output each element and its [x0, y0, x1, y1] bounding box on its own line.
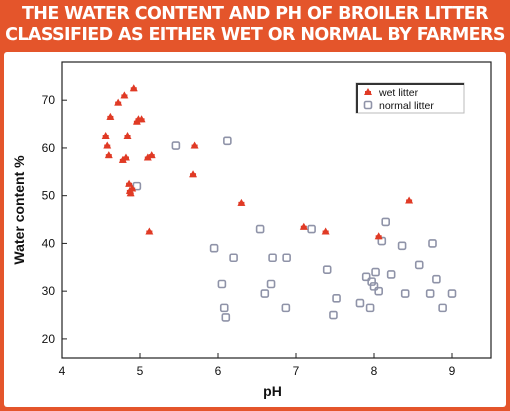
normal-litter-point [219, 303, 229, 313]
y-tick-label: 60 [42, 141, 56, 155]
normal-litter-point [371, 267, 380, 277]
wet-litter-point [405, 196, 414, 204]
wet-litter-point [321, 227, 330, 235]
wet-litter-point [237, 198, 246, 206]
normal-litter-point [432, 274, 441, 284]
normal-litter-point [447, 289, 457, 298]
normal-litter-point [223, 136, 232, 146]
normal-litter-point [255, 224, 265, 234]
normal-litter-point [132, 181, 142, 191]
wet-litter-point [121, 153, 130, 161]
normal-litter-point [329, 310, 338, 320]
normal-litter-point [397, 241, 407, 251]
wet-litter-point [104, 151, 113, 159]
x-tick-label: 4 [59, 364, 66, 378]
wet-litter-point [145, 227, 154, 235]
legend-wet-marker [364, 88, 372, 95]
normal-litter-point [268, 253, 277, 263]
scatter-plot: 4 5 6 7 8 9 20 30 40 50 60 70 pH Water content % wet l… [11, 61, 492, 399]
wet-litter-point [101, 132, 110, 139]
wet-litter-point [143, 153, 152, 161]
y-tick-label: 50 [42, 189, 56, 203]
normal-litter-point [266, 279, 276, 289]
wet-litter-point [129, 84, 138, 92]
legend-box [355, 82, 465, 114]
wet-litter-point [123, 132, 132, 139]
normal-litter-point [428, 239, 437, 248]
normal-litter-point [400, 289, 410, 298]
wet-litter-point [114, 98, 123, 106]
x-tick-label: 9 [449, 364, 456, 378]
y-tick-label: 30 [42, 284, 56, 298]
normal-litter-point [281, 303, 291, 313]
chart-title-line-2: CLASSIFIED AS EITHER WET OR NORMAL BY FA… [5, 25, 505, 45]
normal-litter-point [386, 270, 396, 279]
normal-litter-point [332, 294, 341, 303]
normal-litter-point [438, 303, 447, 313]
normal-litter-point [307, 224, 316, 234]
wet-litter-point [120, 91, 129, 99]
y-tick-label: 20 [42, 332, 56, 346]
wet-litter-point [103, 141, 112, 149]
x-tick-label: 6 [215, 364, 222, 378]
normal-litter-point [367, 277, 376, 286]
x-tick-label: 7 [293, 364, 300, 378]
x-tick-label: 8 [371, 364, 378, 378]
normal-litter-point [355, 298, 365, 308]
normal-litter-point [361, 272, 371, 282]
chart-panel: 4 5 6 7 8 9 20 30 40 50 60 70 pH Water content % wet l… [4, 52, 506, 407]
wet-litter-point [128, 184, 137, 192]
chart-title: THE WATER CONTENT AND PH OF BROILER LITT… [0, 4, 510, 46]
normal-litter-point [414, 260, 424, 270]
normal-litter-point [171, 141, 181, 150]
x-tick-label: 5 [137, 364, 144, 378]
normal-litter-point [365, 303, 375, 313]
normal-litter-point [229, 253, 238, 263]
wet-litter-point [374, 232, 383, 240]
y-tick-label: 40 [42, 236, 56, 250]
wet-litter-point [137, 115, 146, 123]
normal-litter-point [221, 313, 231, 322]
legend-normal-label: normal litter [379, 100, 434, 112]
normal-litter-point [425, 289, 435, 298]
y-tick-label: 70 [42, 93, 56, 107]
wet-litter-point [147, 151, 156, 159]
normal-litter-point [374, 286, 383, 296]
x-axis-label: pH [263, 383, 282, 399]
wet-litter-point [106, 112, 115, 120]
normal-litter-point [217, 279, 227, 289]
normal-litter-point [381, 217, 391, 227]
chart-title-line-1: THE WATER CONTENT AND PH OF BROILER LITT… [21, 4, 489, 24]
legend-wet-label: wet litter [378, 87, 419, 99]
wet-litter-point [189, 170, 198, 178]
normal-litter-point [209, 243, 219, 253]
wet-litter-point [126, 189, 135, 197]
plot-area [61, 61, 492, 359]
wet-litter-point [190, 141, 199, 149]
normal-litter-point [260, 289, 270, 298]
wet-litter-point [125, 179, 134, 187]
y-axis-label: Water content % [11, 155, 27, 265]
normal-litter-point [377, 236, 387, 246]
legend-normal-marker [363, 100, 373, 110]
normal-litter-point [369, 282, 379, 291]
normal-litter-point [282, 253, 291, 263]
wet-litter-point [299, 222, 308, 230]
normal-litter-point [322, 265, 332, 274]
